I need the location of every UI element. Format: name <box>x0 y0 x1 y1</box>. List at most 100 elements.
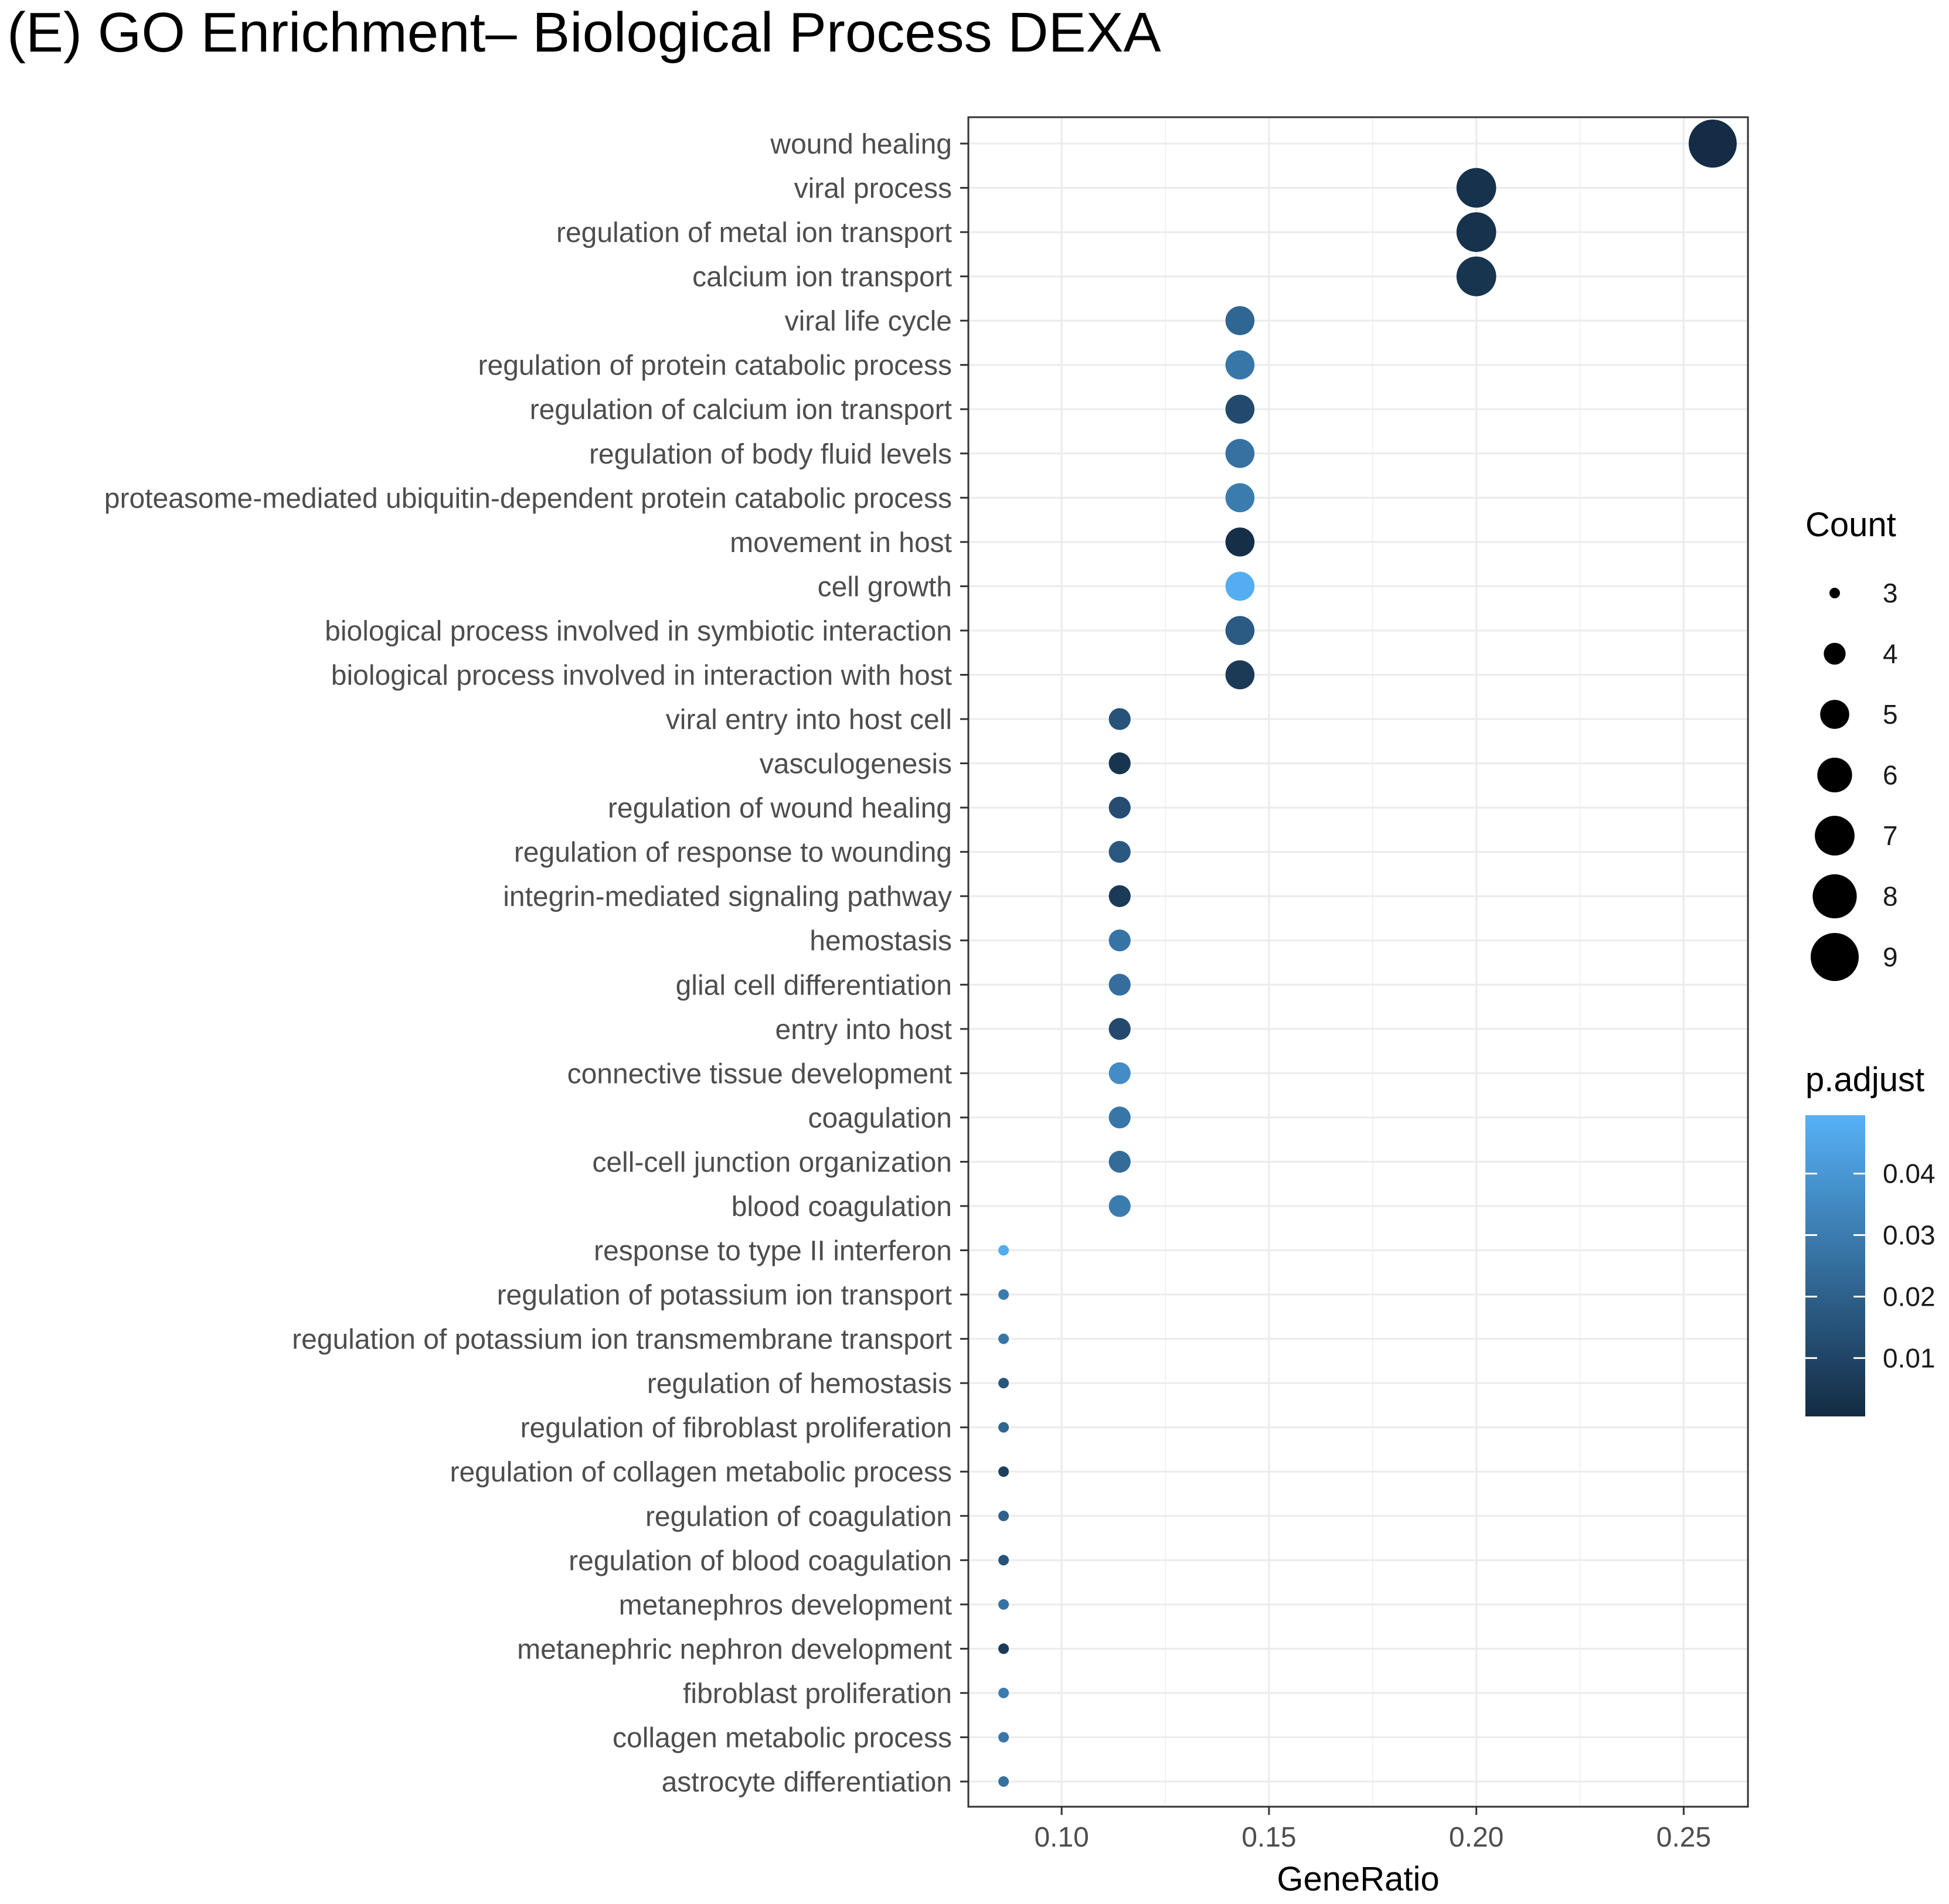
legend-count-key <box>1812 874 1857 919</box>
y-tick-label: regulation of hemostasis <box>647 1368 952 1399</box>
data-point <box>1225 571 1255 601</box>
data-point <box>1108 752 1131 775</box>
y-tick-label: fibroblast proliferation <box>683 1678 952 1709</box>
y-tick-label: regulation of protein catabolic process <box>478 350 952 382</box>
y-tick-label: viral process <box>794 173 952 205</box>
legend-count: Count 3 4 5 6 7 8 9 <box>1805 506 1898 981</box>
data-point <box>1456 256 1496 297</box>
x-tick-label: 0.25 <box>1657 1822 1711 1853</box>
data-point <box>1225 438 1255 468</box>
legend-count-label: 4 <box>1883 639 1898 669</box>
y-tick-label: integrin-mediated signaling pathway <box>503 881 952 912</box>
legend-count-label: 9 <box>1883 942 1898 972</box>
data-point <box>998 1643 1009 1654</box>
data-point <box>998 1555 1009 1566</box>
y-tick-label: response to type II interferon <box>594 1236 952 1267</box>
data-point <box>1108 1018 1131 1040</box>
y-tick-label: metanephric nephron development <box>517 1634 952 1665</box>
y-tick-label: blood coagulation <box>732 1191 952 1222</box>
legend-count-label: 3 <box>1883 578 1898 608</box>
y-tick-label: collagen metabolic process <box>613 1722 952 1753</box>
y-tick-label: regulation of calcium ion transport <box>530 394 952 425</box>
data-point <box>1225 483 1255 513</box>
y-tick-label: regulation of fibroblast proliferation <box>521 1413 952 1444</box>
y-tick-label: glial cell differentiation <box>676 970 952 1001</box>
legend-padjust-title: p.adjust <box>1805 1061 1924 1099</box>
legend-count-key <box>1811 933 1859 981</box>
data-point <box>1225 306 1255 335</box>
y-tick-label: movement in host <box>730 527 952 558</box>
y-tick-label: regulation of collagen metabolic process <box>450 1457 953 1488</box>
y-tick-label: regulation of blood coagulation <box>569 1545 952 1576</box>
legend-count-key <box>1829 588 1840 598</box>
legend-count-label: 8 <box>1883 881 1898 912</box>
data-point <box>998 1422 1009 1433</box>
colorbar-ticks: 0.04 0.03 0.02 0.01 <box>1805 1159 1936 1373</box>
legend-count-items: 3 4 5 6 7 8 9 <box>1811 578 1898 981</box>
plot-border <box>967 116 1749 1808</box>
data-point <box>1225 616 1255 645</box>
y-tick-label: cell growth <box>818 571 952 602</box>
data-point <box>998 1687 1009 1698</box>
data-point <box>1108 841 1131 863</box>
y-tick-label: calcium ion transport <box>692 262 952 293</box>
data-point <box>998 1510 1009 1521</box>
y-axis: wound healing viral process regulation of … <box>104 129 968 1798</box>
data-point <box>1108 885 1131 907</box>
plot-background <box>968 117 1748 1807</box>
y-tick-label: regulation of wound healing <box>608 793 952 824</box>
data-point <box>998 1378 1009 1389</box>
data-point <box>1225 660 1255 690</box>
data-point <box>1108 973 1131 996</box>
y-tick-label: connective tissue development <box>567 1058 952 1089</box>
legend-count-label: 7 <box>1883 820 1898 851</box>
y-tick-label: regulation of response to wounding <box>514 837 952 868</box>
legend-count-title: Count <box>1805 506 1896 544</box>
data-point <box>998 1732 1009 1743</box>
x-axis-title: GeneRatio <box>1277 1860 1439 1898</box>
data-point <box>1456 168 1496 208</box>
y-tick-label: cell-cell junction organization <box>592 1147 952 1178</box>
x-tick-label: 0.20 <box>1449 1822 1504 1853</box>
chart-title: (E) GO Enrichment– Biological Process DE… <box>7 1 1161 64</box>
y-tick-label: biological process involved in interacti… <box>331 660 952 691</box>
y-tick-label: regulation of metal ion transport <box>556 217 952 248</box>
data-point <box>998 1333 1009 1344</box>
x-tick-label: 0.15 <box>1241 1822 1296 1853</box>
grid-minor <box>1165 117 1581 1807</box>
data-point <box>1108 929 1131 952</box>
data-point <box>1456 212 1496 252</box>
legend-count-key <box>1820 700 1849 729</box>
y-tick-label: vasculogenesis <box>760 749 952 780</box>
colorbar-tick-label: 0.04 <box>1883 1159 1936 1189</box>
plot-area <box>967 116 1749 1808</box>
p-adjust-colorbar <box>1805 1115 1865 1416</box>
y-tick-label: metanephros development <box>619 1590 952 1621</box>
data-point <box>1688 120 1737 168</box>
data-point <box>1108 708 1131 730</box>
colorbar-tick-label: 0.03 <box>1883 1220 1936 1251</box>
colorbar-tick-label: 0.01 <box>1883 1343 1936 1373</box>
data-point <box>1108 1062 1131 1084</box>
data-point <box>1225 394 1255 424</box>
y-tick-label: biological process involved in symbiotic… <box>325 616 952 647</box>
legend-count-label: 6 <box>1883 760 1898 791</box>
data-point <box>998 1776 1009 1787</box>
grid-major <box>968 117 1748 1807</box>
data-point <box>998 1466 1009 1477</box>
data-point <box>1225 350 1255 380</box>
legend-count-label: 5 <box>1883 699 1898 730</box>
data-point <box>998 1289 1009 1300</box>
y-tick-label: regulation of body fluid levels <box>589 439 952 470</box>
data-point <box>998 1599 1009 1610</box>
legend-count-key <box>1817 757 1852 793</box>
y-tick-label: regulation of potassium ion transport <box>497 1280 952 1311</box>
colorbar-tick-label: 0.02 <box>1883 1281 1936 1312</box>
x-tick-label: 0.10 <box>1034 1822 1089 1853</box>
y-tick-label: regulation of potassium ion transmembran… <box>292 1324 952 1355</box>
legend-padjust: p.adjust 0.04 0.03 0.02 0.01 <box>1805 1061 1936 1416</box>
y-tick-label: wound healing <box>770 129 952 160</box>
y-tick-label: regulation of coagulation <box>645 1501 952 1532</box>
legend-count-key <box>1824 642 1846 665</box>
